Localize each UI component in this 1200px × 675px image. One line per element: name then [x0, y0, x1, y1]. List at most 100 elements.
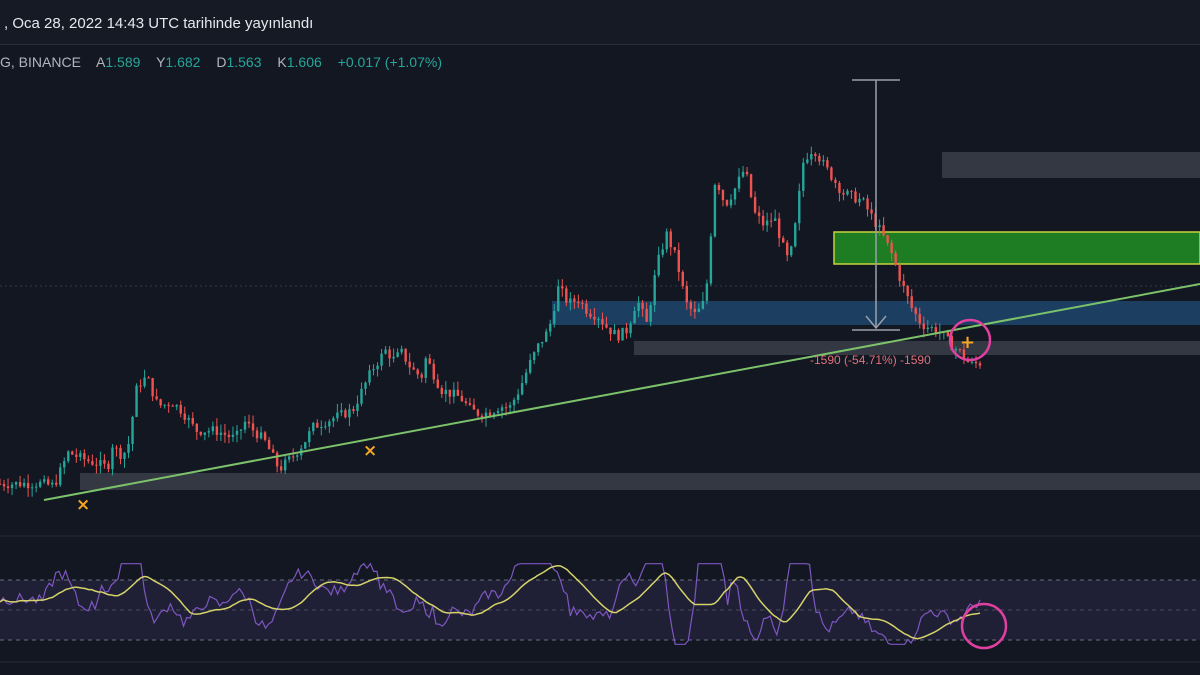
candle-body: [171, 405, 174, 407]
open-value: 1.589: [105, 54, 141, 70]
candle-body: [733, 188, 737, 200]
candle-body: [545, 331, 548, 342]
open-label: A: [96, 54, 106, 70]
candle-body: [191, 417, 194, 424]
candle-body: [516, 394, 520, 400]
candle-body: [472, 404, 476, 410]
candle-body: [211, 426, 215, 432]
candle-body: [175, 404, 178, 407]
rsi-ma-line: [0, 565, 981, 640]
candle-body: [215, 426, 219, 435]
candle-body: [709, 236, 713, 284]
high-label: Y: [156, 54, 166, 70]
candle-body: [753, 197, 757, 213]
candle-body: [115, 447, 118, 449]
candle-body: [922, 323, 925, 330]
candle-body: [207, 431, 211, 433]
candle-body: [910, 296, 913, 308]
candle-body: [400, 348, 403, 353]
candle-body: [878, 225, 881, 228]
candle-body: [87, 459, 90, 462]
candle-body: [42, 479, 46, 482]
candle-body: [167, 404, 170, 406]
candle-body: [930, 327, 934, 329]
symbol-label: G, BINANCE: [0, 54, 81, 70]
candle-body: [6, 486, 10, 489]
candle-body: [926, 327, 929, 330]
highlight-circle-rsi: [960, 602, 1008, 650]
candle-body: [151, 378, 154, 397]
candle-body: [79, 453, 82, 458]
pivot-marker-1: ×: [76, 495, 90, 515]
candle-body: [629, 323, 632, 334]
candle-body: [283, 459, 287, 471]
candle-body: [183, 413, 186, 420]
candle-body: [902, 280, 905, 287]
candle-body: [103, 460, 106, 464]
candles-layer: [0, 146, 982, 497]
candle-body: [55, 482, 58, 485]
candle-body: [605, 324, 608, 328]
ohlc-legend: G, BINANCE A1.589 Y1.682 D1.563 K1.606 +…: [0, 54, 442, 70]
candle-body: [452, 389, 456, 397]
candle-body: [914, 307, 917, 315]
candle-body: [340, 410, 343, 413]
candle-body: [492, 413, 496, 417]
candle-body: [810, 153, 813, 160]
candle-body: [577, 301, 580, 303]
candle-body: [882, 225, 885, 236]
candle-body: [641, 302, 644, 309]
candle-body: [826, 160, 829, 168]
candle-body: [360, 388, 363, 404]
green-zone: [833, 231, 1200, 265]
candle-body: [67, 451, 70, 462]
candle-body: [0, 483, 2, 485]
candle-body: [263, 432, 267, 440]
candle-body: [613, 330, 616, 335]
candle-body: [368, 370, 371, 383]
candle-body: [906, 286, 909, 297]
candle-body: [786, 242, 789, 256]
candle-body: [737, 176, 741, 189]
candle-body: [645, 308, 648, 322]
candle-body: [685, 285, 689, 303]
candle-body: [348, 409, 351, 418]
candle-body: [428, 358, 431, 364]
candle-body: [456, 389, 460, 396]
candle-body: [312, 422, 315, 432]
candle-body: [528, 360, 532, 373]
candle-body: [143, 377, 146, 387]
candle-body: [199, 431, 203, 435]
candle-body: [838, 182, 841, 193]
candle-body: [657, 254, 660, 276]
candle-body: [806, 159, 809, 163]
candle-body: [484, 412, 488, 419]
candle-body: [291, 456, 295, 458]
candle-body: [585, 303, 588, 314]
candle-body: [677, 250, 680, 273]
published-timestamp: , Oca 28, 2022 14:43 UTC tarihinde yayın…: [4, 15, 314, 32]
candle-body: [866, 198, 869, 210]
candle-body: [231, 434, 235, 437]
candle-body: [757, 212, 761, 216]
candle-body: [195, 423, 199, 432]
candle-body: [978, 363, 982, 366]
candle-body: [814, 153, 817, 156]
candle-body: [870, 209, 873, 214]
candle-body: [569, 298, 572, 303]
candle-body: [235, 430, 239, 435]
candle-body: [488, 412, 492, 417]
candle-body: [279, 466, 283, 471]
candle-body: [970, 361, 974, 363]
candle-body: [765, 220, 769, 226]
candle-body: [251, 423, 255, 431]
candle-body: [38, 481, 42, 487]
candle-body: [51, 482, 54, 485]
candle-body: [388, 349, 391, 359]
candle-body: [894, 253, 897, 265]
candle-body: [741, 171, 745, 177]
candle-body: [794, 223, 797, 247]
candle-body: [557, 286, 560, 312]
